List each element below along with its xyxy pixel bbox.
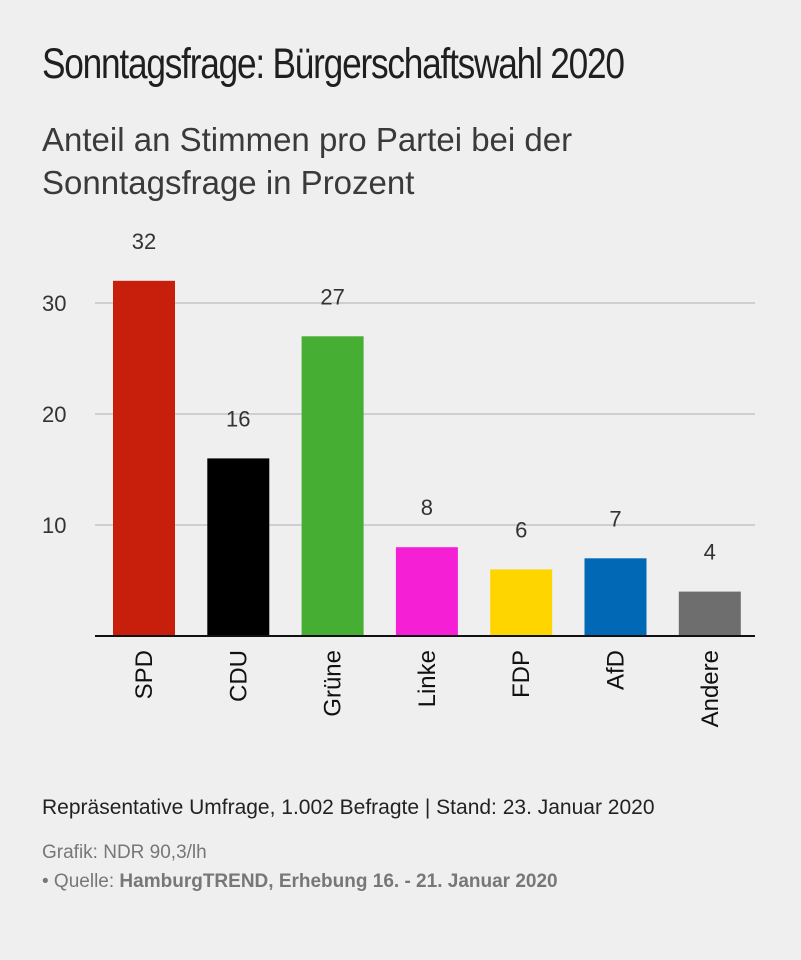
bar-andere (678, 591, 741, 636)
category-label: Grüne (320, 650, 347, 717)
category-label: CDU (225, 650, 252, 702)
value-label: 6 (515, 517, 527, 542)
bar-afd (584, 558, 647, 636)
category-label: Andere (697, 650, 724, 727)
value-label: 4 (704, 540, 716, 565)
value-label: 8 (421, 495, 433, 520)
bar-spd (113, 280, 175, 636)
bar-fdp (490, 569, 553, 636)
value-label: 27 (320, 284, 344, 309)
category-label: Linke (414, 650, 441, 707)
source-line: • Quelle: HamburgTREND, Erhebung 16. - 2… (42, 871, 558, 893)
chart-subtitle: Anteil an Stimmen pro Partei bei der Son… (42, 121, 573, 201)
source-text: HamburgTREND, Erhebung 16. - 21. Januar … (119, 871, 558, 892)
bar-linke (395, 547, 458, 636)
bar-cdu (207, 458, 270, 636)
chart-title: Sonntagsfrage: Bürgerschaftswahl 2020 (42, 40, 625, 88)
value-labels: 32 16 27 8 6 7 4 (132, 229, 716, 565)
category-label: SPD (131, 650, 158, 699)
graphic-credit: Grafik: NDR 90,3/lh (42, 842, 207, 863)
category-label: FDP (508, 650, 535, 698)
y-tick-label: 30 (42, 291, 66, 316)
source-prefix: • Quelle: (42, 871, 120, 892)
value-label: 7 (609, 506, 621, 531)
value-label: 32 (132, 229, 156, 254)
bars (113, 280, 741, 636)
bar-grüne (301, 336, 364, 636)
category-label: AfD (603, 650, 630, 690)
y-tick-label: 20 (42, 402, 66, 427)
category-labels: SPD CDU Grüne Linke FDP AfD Andere (131, 650, 724, 727)
bar-chart: 10 20 30 32 16 27 8 6 7 4 SPD CDU Grüne Linke FDP AfD… (42, 229, 755, 727)
value-label: 16 (226, 406, 250, 431)
gridlines (95, 302, 755, 526)
y-tick-label: 10 (42, 513, 66, 538)
survey-note: Repräsentative Umfrage, 1.002 Befragte |… (42, 796, 655, 819)
y-axis-ticks: 10 20 30 (42, 291, 66, 538)
